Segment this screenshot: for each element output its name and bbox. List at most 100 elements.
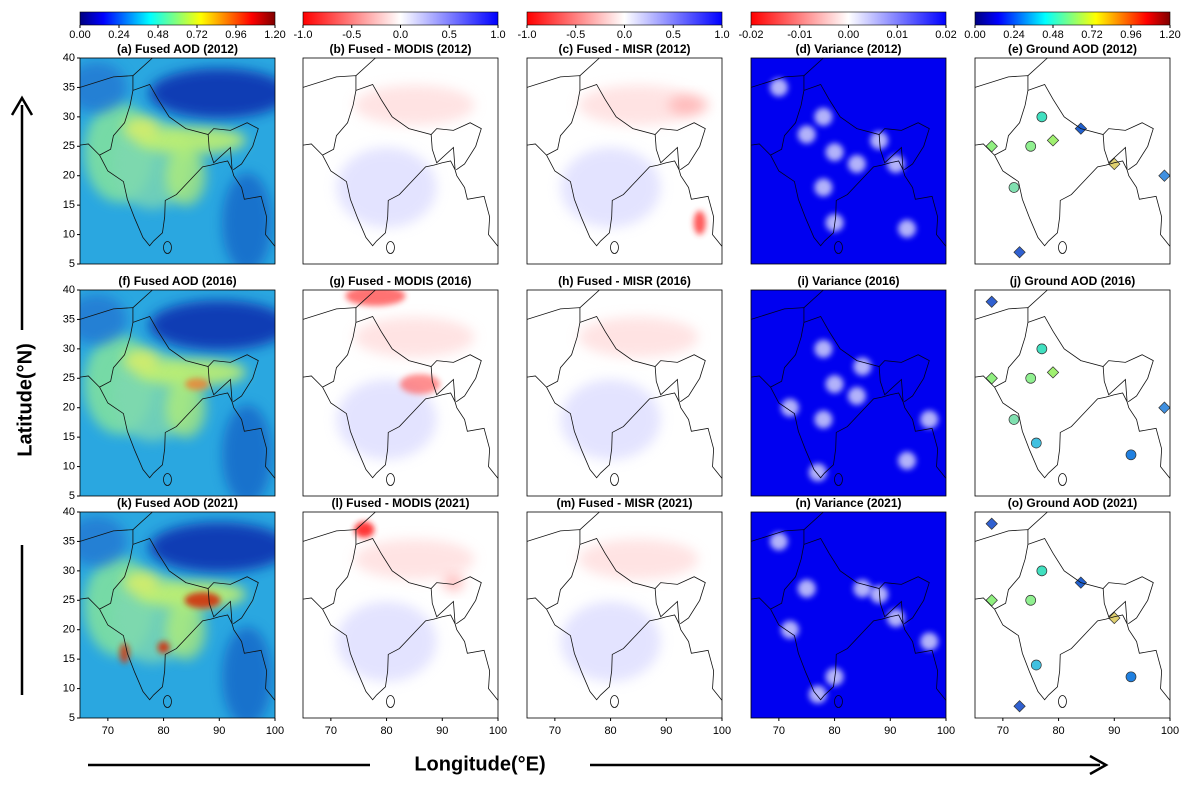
x-tick-label: 90 xyxy=(1108,725,1120,737)
border xyxy=(834,241,843,254)
map xyxy=(303,58,498,264)
field xyxy=(814,410,833,429)
colorbar-tick-label: 0.72 xyxy=(186,29,207,41)
border xyxy=(579,290,600,308)
border xyxy=(994,608,1170,701)
station xyxy=(1030,437,1042,449)
x-tick-label: 90 xyxy=(436,725,448,737)
colorbar-tick-label: 0.48 xyxy=(147,29,168,41)
y-tick-label: 10 xyxy=(63,682,75,694)
panel-title: (g) Fused - MODIS (2016) xyxy=(329,274,471,288)
panel-title: (n) Variance (2021) xyxy=(795,496,901,510)
colorbar-tick-label: 0.00 xyxy=(838,29,859,41)
field xyxy=(808,463,827,482)
colorbar-tick-label: 1.0 xyxy=(714,29,729,41)
station xyxy=(1025,140,1037,152)
border xyxy=(1102,134,1128,170)
border xyxy=(132,58,153,76)
border xyxy=(527,529,581,545)
panel-frame xyxy=(302,289,499,497)
station xyxy=(1046,366,1060,379)
colorbar-tick-label: -0.02 xyxy=(738,29,763,41)
field xyxy=(920,632,939,651)
field xyxy=(222,626,273,718)
field xyxy=(797,125,816,144)
panel-title: (k) Fused AOD (2021) xyxy=(117,496,238,510)
border xyxy=(975,375,995,388)
station xyxy=(1036,343,1048,355)
y-tick-label: 40 xyxy=(63,284,75,296)
colorbar-tick-label: -1.0 xyxy=(294,29,313,41)
x-tick-label: 80 xyxy=(828,725,840,737)
map xyxy=(751,512,946,718)
y-tick-label: 35 xyxy=(63,535,75,547)
panel-title: (d) Variance (2012) xyxy=(795,42,901,56)
border xyxy=(322,537,482,625)
colorbar-tick-label: 0.96 xyxy=(1120,29,1141,41)
border xyxy=(99,315,259,403)
y-axis-label: Latitude(°N) xyxy=(14,343,36,457)
field xyxy=(80,516,127,567)
border xyxy=(1102,588,1128,624)
field xyxy=(578,539,699,580)
x-tick-label: 90 xyxy=(660,725,672,737)
field xyxy=(136,358,247,387)
border xyxy=(1058,241,1067,254)
y-tick-label: 30 xyxy=(63,565,75,577)
border xyxy=(975,143,995,156)
border xyxy=(975,597,995,610)
field xyxy=(560,379,661,460)
border xyxy=(770,608,946,701)
border xyxy=(994,83,1154,171)
border xyxy=(355,290,376,308)
y-tick-label: 5 xyxy=(69,258,75,270)
y-tick-label: 40 xyxy=(63,506,75,518)
border xyxy=(1102,366,1128,402)
x-tick-label: 100 xyxy=(266,725,284,737)
panel-title: (m) Fused - MISR (2021) xyxy=(556,496,692,510)
map xyxy=(751,58,946,264)
x-tick-label: 80 xyxy=(157,725,169,737)
border xyxy=(878,588,904,624)
border xyxy=(163,473,172,486)
field xyxy=(123,348,160,373)
colorbar-tick-label: 1.20 xyxy=(1159,29,1180,41)
border xyxy=(303,375,323,388)
border xyxy=(610,695,619,708)
y-tick-label: 35 xyxy=(63,313,75,325)
x-tick-label: 100 xyxy=(937,725,955,737)
panel-frame xyxy=(974,57,1171,265)
border xyxy=(770,537,930,625)
field xyxy=(560,601,661,682)
station xyxy=(1036,565,1048,577)
panel-frame xyxy=(302,511,499,719)
panel-frame xyxy=(974,511,1171,719)
field xyxy=(825,143,844,162)
x-tick-label: 70 xyxy=(997,725,1009,737)
x-tick-label: 80 xyxy=(380,725,392,737)
colorbar-tick-label: 0.24 xyxy=(1003,29,1024,41)
colorbar-tick-label: 0.02 xyxy=(935,29,956,41)
panel-frame xyxy=(750,57,947,265)
field xyxy=(668,95,709,116)
field xyxy=(886,608,905,627)
border xyxy=(1027,512,1048,530)
field xyxy=(354,85,475,126)
map xyxy=(303,290,498,496)
y-tick-label: 5 xyxy=(69,490,75,502)
colorbar-tick-label: 0.00 xyxy=(964,29,985,41)
colorbar-tick-label: -0.5 xyxy=(342,29,361,41)
field xyxy=(185,378,209,391)
colorbar-tick-label: 0.5 xyxy=(442,29,457,41)
border xyxy=(770,386,946,479)
border xyxy=(80,529,134,545)
border xyxy=(322,315,482,403)
border xyxy=(303,75,357,91)
field xyxy=(578,85,699,126)
x-tick-label: 90 xyxy=(884,725,896,737)
border xyxy=(207,588,233,624)
map-bg xyxy=(975,512,1170,718)
y-tick-label: 5 xyxy=(69,712,75,724)
station xyxy=(1013,246,1026,259)
